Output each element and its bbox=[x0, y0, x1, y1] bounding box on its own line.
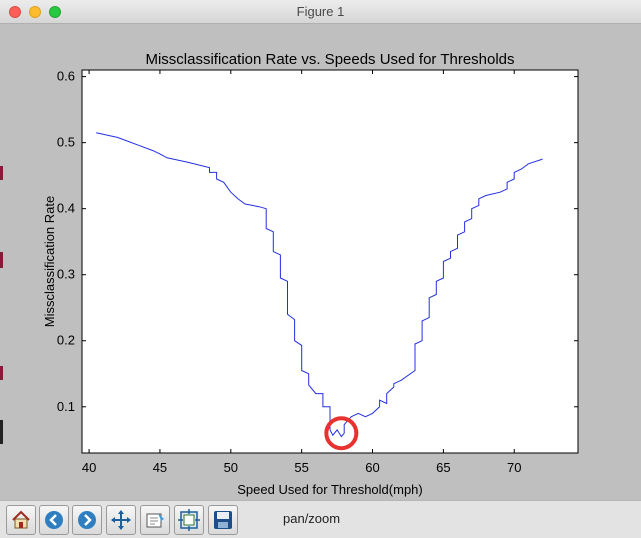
window-title: Figure 1 bbox=[296, 4, 345, 19]
home-button[interactable] bbox=[6, 505, 36, 535]
minimize-window-button[interactable] bbox=[29, 6, 41, 18]
background-edge bbox=[0, 366, 3, 380]
background-edge bbox=[0, 252, 3, 268]
background-edge bbox=[0, 420, 3, 444]
y-tick-label: 0.2 bbox=[57, 333, 75, 348]
x-tick-label: 50 bbox=[224, 460, 238, 475]
back-arrow-icon bbox=[45, 511, 63, 529]
save-button[interactable] bbox=[208, 505, 238, 535]
save-floppy-icon bbox=[214, 511, 232, 529]
plot-area bbox=[81, 69, 579, 454]
maximize-window-button[interactable] bbox=[49, 6, 61, 18]
y-tick-label: 0.6 bbox=[57, 69, 75, 84]
background-edge bbox=[0, 166, 3, 180]
subplots-icon bbox=[178, 509, 200, 531]
back-button[interactable] bbox=[39, 505, 69, 535]
chart-svg: 40 45 50 55 60 65 70 0.1 0.2 0.3 0.4 0.5 0.6 Missclas… bbox=[42, 51, 579, 497]
zoom-rect-icon bbox=[146, 513, 164, 528]
close-window-button[interactable] bbox=[9, 6, 21, 18]
navigation-toolbar bbox=[0, 500, 641, 538]
y-tick-label: 0.1 bbox=[57, 399, 75, 414]
subplots-button[interactable] bbox=[174, 505, 204, 535]
pan-arrows-icon bbox=[111, 510, 131, 530]
x-tick-label: 65 bbox=[436, 460, 450, 475]
highlight-circle bbox=[324, 416, 359, 451]
x-tick-label: 45 bbox=[153, 460, 167, 475]
x-tick-label: 60 bbox=[365, 460, 379, 475]
zoom-rect-button[interactable] bbox=[140, 505, 170, 535]
x-axis-label: Speed Used for Threshold(mph) bbox=[237, 482, 422, 497]
y-tick-label: 0.4 bbox=[57, 201, 75, 216]
pan-button[interactable] bbox=[106, 505, 136, 535]
chart-title: Missclassification Rate vs. Speeds Used … bbox=[145, 51, 514, 68]
home-icon bbox=[12, 510, 30, 529]
x-tick-label: 70 bbox=[507, 460, 521, 475]
forward-button[interactable] bbox=[72, 505, 102, 535]
y-tick-label: 0.5 bbox=[57, 135, 75, 150]
figure-canvas[interactable]: 40 45 50 55 60 65 70 0.1 0.2 0.3 0.4 0.5 0.6 Missclas… bbox=[0, 24, 641, 500]
x-tick-label: 55 bbox=[294, 460, 308, 475]
y-tick-label: 0.3 bbox=[57, 267, 75, 282]
status-text: pan/zoom bbox=[283, 511, 341, 526]
forward-arrow-icon bbox=[78, 511, 96, 529]
y-axis-label: Missclassification Rate bbox=[42, 196, 57, 328]
x-tick-label: 40 bbox=[82, 460, 96, 475]
title-bar[interactable]: Figure 1 bbox=[0, 0, 641, 24]
